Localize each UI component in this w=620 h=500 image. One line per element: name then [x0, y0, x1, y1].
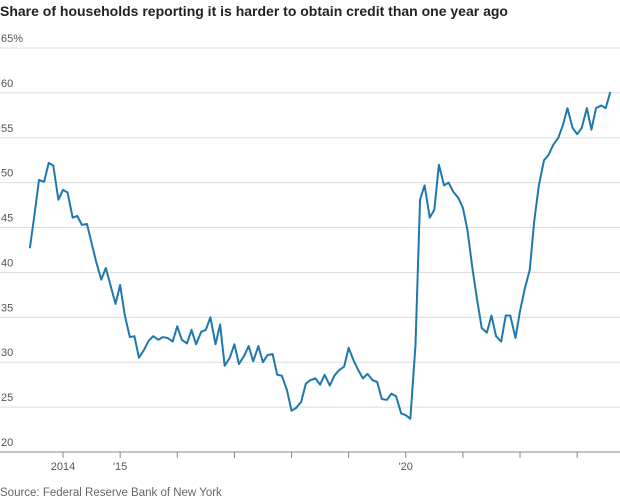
- y-tick-label: 40: [1, 257, 13, 269]
- y-tick-label: 25: [1, 392, 13, 404]
- y-tick-label: 30: [1, 347, 13, 359]
- y-tick-label: 20: [1, 437, 13, 449]
- y-tick-label: 55: [1, 123, 13, 135]
- data-line: [28, 91, 612, 420]
- chart-title: Share of households reporting it is hard…: [0, 3, 508, 19]
- y-tick-label: 60: [1, 78, 13, 90]
- source-note: Source: Federal Reserve Bank of New York: [0, 487, 222, 499]
- y-tick-label: 50: [1, 168, 13, 180]
- y-tick-label: 65%: [1, 33, 23, 45]
- x-tick-label: 2014: [51, 461, 75, 473]
- x-tick-label: '15: [113, 461, 127, 473]
- y-tick-label: 35: [1, 302, 13, 314]
- x-tick-label: '20: [399, 461, 413, 473]
- y-tick-label: 45: [1, 213, 13, 225]
